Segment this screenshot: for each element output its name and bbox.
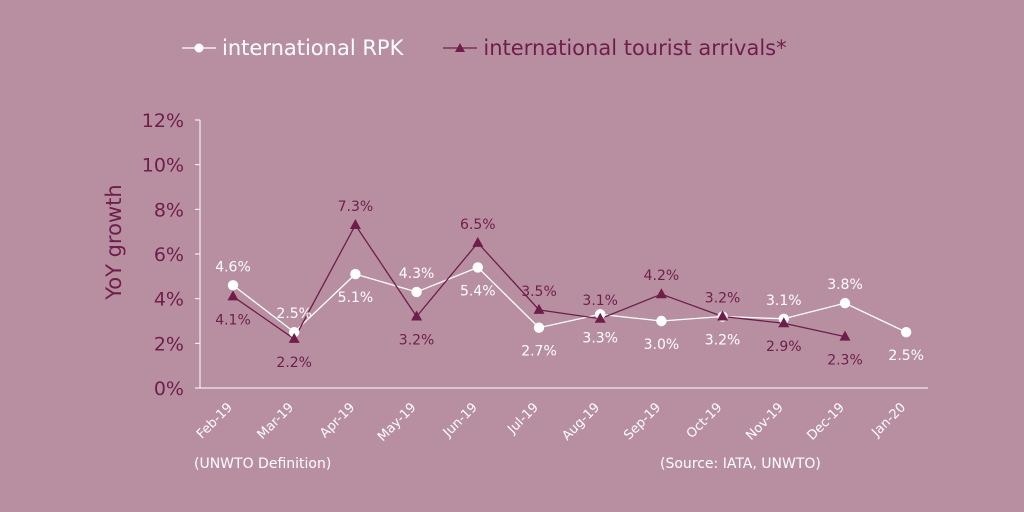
- rpk-point: [411, 286, 422, 298]
- tourist-arrivals-point: [288, 332, 300, 343]
- tourist-arrivals-point: [655, 288, 667, 299]
- legend-label-tourist-arrivals: international tourist arrivals*: [483, 36, 787, 60]
- tourist-arrivals-data-label: 7.3%: [338, 199, 374, 215]
- rpk-data-label: 2.7%: [521, 344, 557, 360]
- x-tick-label: Jun-19: [440, 400, 481, 441]
- tourist-arrivals-point: [411, 310, 423, 321]
- tourist-arrivals-point: [717, 310, 729, 321]
- legend-triangle-marker-icon: [443, 43, 478, 52]
- tourist-arrivals-data-label: 3.2%: [399, 333, 435, 349]
- footnote-source: (Source: IATA, UNWTO): [660, 456, 821, 472]
- tourist-arrivals-point: [227, 290, 239, 301]
- rpk-data-label: 4.6%: [215, 259, 251, 275]
- rpk-data-label: 2.5%: [888, 348, 924, 364]
- rpk-point: [472, 262, 483, 273]
- tourist-arrivals-data-label: 3.5%: [521, 284, 557, 300]
- x-tick-label: Nov-19: [743, 400, 786, 443]
- x-tick-label: Aug-19: [559, 400, 603, 444]
- x-tick-label: Apr-19: [317, 400, 358, 441]
- y-tick-label: 0%: [154, 378, 184, 400]
- x-tick-label: Mar-19: [255, 400, 297, 442]
- x-tick-label: May-19: [375, 400, 419, 444]
- legend-item-tourist-arrivals: international tourist arrivals*: [443, 36, 787, 60]
- tourist-arrivals-data-label: 2.9%: [766, 339, 802, 355]
- tourist-arrivals-point: [594, 312, 606, 323]
- legend-item-rpk: international RPK: [182, 36, 403, 60]
- x-tick-label: Feb-19: [194, 400, 236, 442]
- rpk-data-label: 3.3%: [582, 330, 618, 346]
- x-tick-label: Jul-19: [504, 400, 541, 437]
- y-tick-label: 2%: [154, 333, 184, 355]
- series-line-tourist-arrivals: [232, 223, 846, 340]
- legend-label-rpk: international RPK: [222, 36, 404, 60]
- tourist-arrivals-data-label: 4.1%: [215, 312, 251, 328]
- rpk-data-label: 2.5%: [276, 306, 312, 322]
- footnote-left: (UNWTO Definition): [194, 456, 332, 472]
- rpk-point: [289, 326, 300, 338]
- tourist-arrivals-point: [533, 303, 545, 314]
- tourist-arrivals-data-label: 6.5%: [460, 217, 496, 233]
- y-tick-label: 10%: [142, 155, 184, 177]
- y-axis-label: YoY growth: [102, 184, 126, 300]
- y-tick-label: 8%: [154, 199, 184, 221]
- rpk-data-label: 3.8%: [827, 277, 863, 293]
- rpk-data-label: 5.4%: [460, 283, 496, 299]
- x-tick-label: Dec-19: [804, 400, 847, 443]
- rpk-point: [901, 326, 912, 338]
- rpk-point: [839, 297, 851, 309]
- legend-circle-marker-icon: [182, 43, 216, 53]
- tourist-arrivals-point: [349, 218, 361, 229]
- series-line-rpk: [232, 266, 907, 334]
- rpk-data-label: 3.1%: [766, 293, 802, 309]
- tourist-arrivals-data-label: 4.2%: [644, 268, 680, 284]
- rpk-data-label: 3.0%: [644, 337, 680, 353]
- y-tick-label: 6%: [154, 244, 184, 266]
- tourist-arrivals-data-label: 3.2%: [705, 291, 741, 307]
- rpk-point: [350, 268, 361, 280]
- tourist-arrivals-data-label: 2.3%: [827, 353, 863, 369]
- tourist-arrivals-data-label: 3.1%: [582, 293, 618, 309]
- rpk-data-label: 4.3%: [399, 266, 435, 282]
- rpk-point: [227, 280, 239, 291]
- rpk-point: [656, 315, 667, 327]
- tourist-arrivals-point: [472, 236, 484, 247]
- x-tick-label: Sep-19: [621, 400, 664, 443]
- x-tick-label: Oct-19: [684, 400, 726, 442]
- rpk-point: [533, 322, 545, 333]
- tourist-arrivals-point: [839, 330, 851, 341]
- y-tick-label: 4%: [154, 289, 184, 311]
- rpk-data-label: 3.2%: [705, 333, 741, 349]
- rpk-data-label: 5.1%: [338, 290, 374, 306]
- tourist-arrivals-data-label: 2.2%: [276, 355, 312, 371]
- chart-legend: international RPK international tourist …: [182, 36, 787, 60]
- tourist-arrivals-point: [778, 317, 790, 328]
- x-tick-label: Jan-20: [869, 400, 910, 441]
- y-tick-label: 12%: [142, 110, 184, 132]
